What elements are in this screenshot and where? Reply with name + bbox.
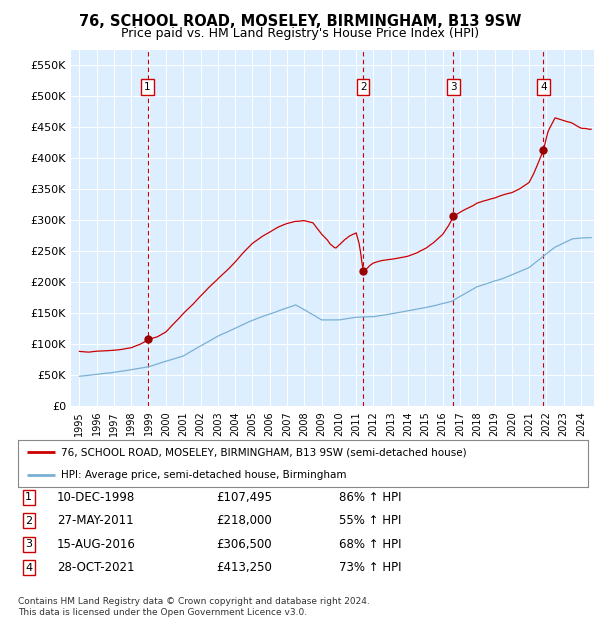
Text: 28-OCT-2021: 28-OCT-2021 bbox=[57, 562, 134, 574]
Text: 3: 3 bbox=[450, 82, 457, 92]
Text: 10-DEC-1998: 10-DEC-1998 bbox=[57, 491, 135, 503]
Text: 55% ↑ HPI: 55% ↑ HPI bbox=[339, 515, 401, 527]
Text: 73% ↑ HPI: 73% ↑ HPI bbox=[339, 562, 401, 574]
Text: 4: 4 bbox=[540, 82, 547, 92]
Text: 76, SCHOOL ROAD, MOSELEY, BIRMINGHAM, B13 9SW: 76, SCHOOL ROAD, MOSELEY, BIRMINGHAM, B1… bbox=[79, 14, 521, 29]
Text: £218,000: £218,000 bbox=[216, 515, 272, 527]
Text: £306,500: £306,500 bbox=[216, 538, 272, 551]
Text: 76, SCHOOL ROAD, MOSELEY, BIRMINGHAM, B13 9SW (semi-detached house): 76, SCHOOL ROAD, MOSELEY, BIRMINGHAM, B1… bbox=[61, 447, 466, 458]
Text: 27-MAY-2011: 27-MAY-2011 bbox=[57, 515, 134, 527]
Text: 2: 2 bbox=[25, 516, 32, 526]
Text: 1: 1 bbox=[25, 492, 32, 502]
Text: 4: 4 bbox=[25, 563, 32, 573]
Text: 86% ↑ HPI: 86% ↑ HPI bbox=[339, 491, 401, 503]
Text: 2: 2 bbox=[360, 82, 367, 92]
Text: 3: 3 bbox=[25, 539, 32, 549]
Text: 15-AUG-2016: 15-AUG-2016 bbox=[57, 538, 136, 551]
Text: 1: 1 bbox=[144, 82, 151, 92]
Text: 68% ↑ HPI: 68% ↑ HPI bbox=[339, 538, 401, 551]
Text: Price paid vs. HM Land Registry's House Price Index (HPI): Price paid vs. HM Land Registry's House … bbox=[121, 27, 479, 40]
Text: £107,495: £107,495 bbox=[216, 491, 272, 503]
Text: £413,250: £413,250 bbox=[216, 562, 272, 574]
Text: HPI: Average price, semi-detached house, Birmingham: HPI: Average price, semi-detached house,… bbox=[61, 469, 346, 480]
Text: Contains HM Land Registry data © Crown copyright and database right 2024.
This d: Contains HM Land Registry data © Crown c… bbox=[18, 598, 370, 617]
